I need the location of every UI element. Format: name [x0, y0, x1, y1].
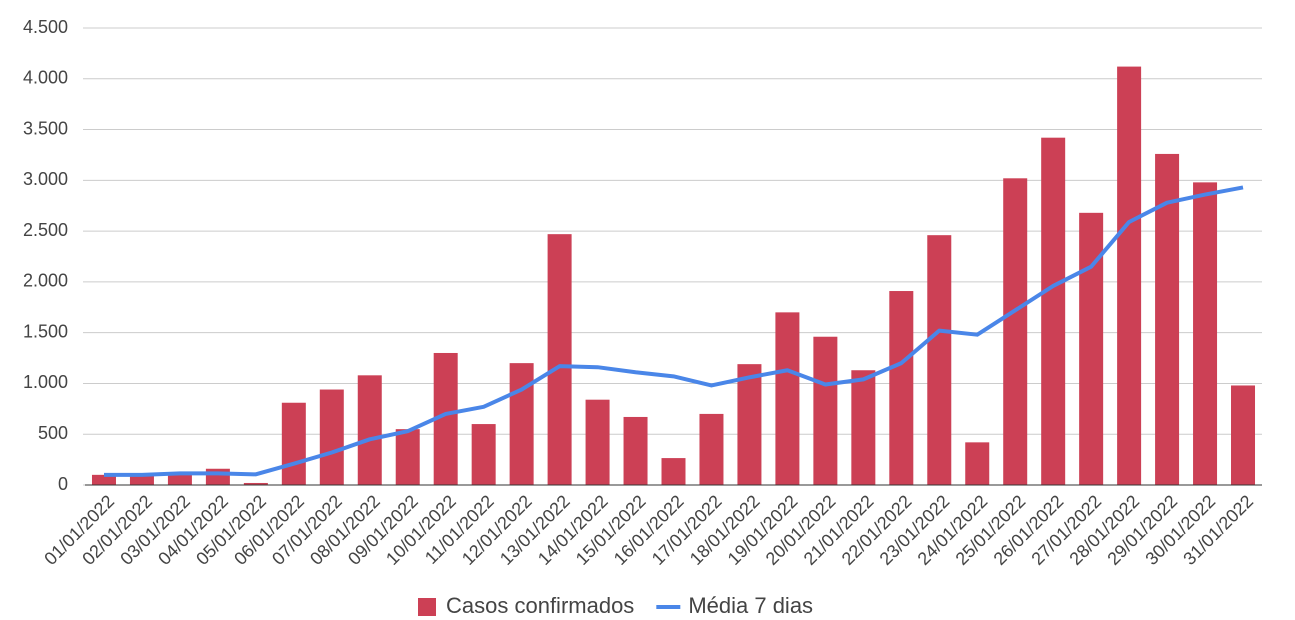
- bar: [319, 389, 344, 485]
- y-tick-label: 1.500: [23, 321, 68, 341]
- bar: [585, 399, 610, 485]
- bar: [509, 363, 534, 485]
- y-tick-label: 3.500: [23, 118, 68, 138]
- bar: [1231, 385, 1256, 485]
- bar: [243, 482, 268, 485]
- bar: [357, 375, 382, 485]
- y-tick-label: 2.500: [23, 220, 68, 240]
- y-tick-label: 3.000: [23, 169, 68, 189]
- y-tick-label: 4.500: [23, 17, 68, 37]
- bar: [471, 424, 496, 485]
- bar: [775, 312, 800, 485]
- bar: [623, 416, 648, 485]
- y-tick-label: 4.000: [23, 68, 68, 88]
- bar: [1079, 212, 1104, 485]
- bar: [91, 474, 116, 485]
- bar: [1155, 153, 1180, 485]
- legend-label: Casos confirmados: [446, 593, 634, 618]
- bar: [1041, 137, 1066, 485]
- bar: [281, 402, 306, 485]
- legend-swatch: [418, 598, 436, 616]
- bar: [129, 475, 154, 485]
- bar: [889, 291, 914, 485]
- line: [103, 185, 1244, 477]
- bar: [965, 442, 990, 485]
- bar: [167, 473, 192, 485]
- bar: [1193, 182, 1218, 485]
- y-tick-label: 500: [38, 423, 68, 443]
- bar: [661, 458, 686, 485]
- bar: [395, 429, 420, 485]
- y-tick-label: 1.000: [23, 372, 68, 392]
- legend-label: Média 7 dias: [688, 593, 813, 618]
- bar: [1117, 66, 1142, 485]
- bar: [813, 336, 838, 485]
- bar: [547, 234, 572, 485]
- y-tick-label: 0: [58, 474, 68, 494]
- y-tick-label: 2.000: [23, 271, 68, 291]
- bar: [927, 235, 952, 485]
- bar: [737, 364, 762, 485]
- bar: [1003, 178, 1028, 485]
- bar: [851, 370, 876, 485]
- bar: [699, 413, 724, 485]
- bar: [205, 468, 230, 485]
